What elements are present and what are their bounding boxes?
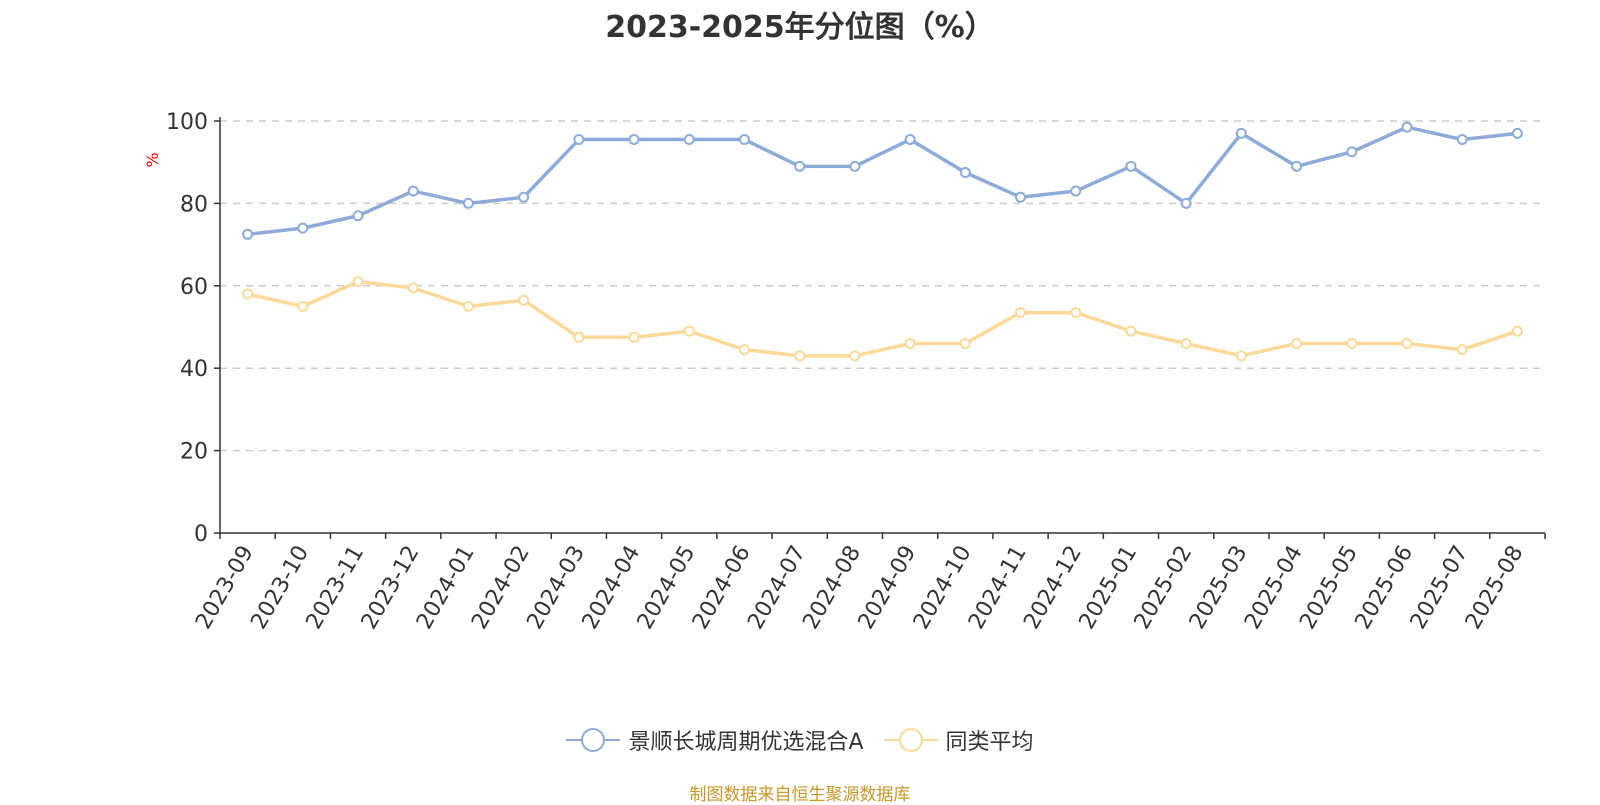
series-2-point-2023-10 (297, 300, 309, 312)
series-line-1 (247, 125, 1518, 237)
series-2-point-2024-04 (628, 331, 640, 343)
series-1-point-2023-12 (407, 185, 419, 197)
series-1-point-2025-07 (1456, 134, 1468, 146)
series-2-point-2025-06 (1401, 337, 1413, 349)
source-note: 制图数据来自恒生聚源数据库 (689, 785, 911, 805)
series-2-point-2025-08 (1511, 325, 1523, 337)
series-2-point-2024-10 (959, 337, 971, 349)
series-2-point-2024-01 (462, 300, 474, 312)
series-1-point-2025-02 (1180, 197, 1192, 209)
series-2-point-2024-11 (1015, 307, 1027, 319)
series-1-point-2024-12 (1070, 185, 1082, 197)
series-2-point-2025-01 (1125, 325, 1137, 337)
series-2-point-2024-09 (904, 337, 916, 349)
series-1-point-2024-09 (904, 134, 916, 146)
series-2-point-2025-02 (1180, 337, 1192, 349)
series-2-point-2023-11 (352, 276, 364, 288)
series-1-point-2024-02 (518, 191, 530, 203)
series-2-point-2024-08 (849, 350, 861, 362)
legend-item-series-1[interactable]: 景顺长城周期优选混合A (566, 724, 864, 756)
series-1-point-2025-08 (1511, 127, 1523, 139)
y-tick-label-80: 80 (180, 192, 208, 217)
series-1-point-2025-03 (1235, 127, 1247, 139)
y-tick-label-40: 40 (180, 357, 208, 382)
legend-item-series-2[interactable]: 同类平均 (883, 724, 1034, 756)
series-1-point-2024-07 (794, 160, 806, 172)
series-1-point-2024-06 (738, 134, 750, 146)
series-2-point-2025-04 (1291, 337, 1303, 349)
legend-label-series-2: 同类平均 (945, 730, 1034, 755)
series-2-point-2023-12 (407, 282, 419, 294)
series-1-point-2023-10 (297, 222, 309, 234)
y-tick-label-0: 0 (194, 522, 208, 547)
series-1-point-2024-11 (1015, 191, 1027, 203)
series-2-point-2025-03 (1235, 350, 1247, 362)
series-1-point-2023-09 (242, 228, 254, 240)
series-1-point-2024-04 (628, 134, 640, 146)
y-tick-label-20: 20 (180, 440, 208, 465)
series-1-point-2024-10 (959, 167, 971, 178)
series-2-point-2025-07 (1456, 344, 1468, 356)
legend-swatch-series-1 (566, 728, 621, 752)
series-2-point-2024-02 (518, 294, 530, 306)
series-2-point-2023-09 (242, 288, 254, 300)
data-series (242, 121, 1523, 362)
grid-lines (220, 120, 1545, 452)
series-2-point-2024-12 (1070, 307, 1082, 319)
series-2-point-2024-03 (573, 331, 585, 343)
series-1-point-2025-01 (1125, 160, 1137, 172)
axes: 0204060801002023-092023-102023-112023-12… (166, 110, 1546, 634)
y-axis-label: % (143, 152, 162, 167)
legend: 景顺长城周期优选混合A 同类平均 (0, 720, 1600, 760)
series-2-point-2024-06 (738, 344, 750, 356)
series-1-point-2024-03 (573, 134, 585, 146)
y-tick-label-100: 100 (166, 110, 208, 135)
chart-title: 2023-2025年分位图（%） (605, 10, 995, 45)
series-1-point-2025-04 (1291, 160, 1303, 172)
y-tick-label-60: 60 (180, 275, 208, 300)
series-2-point-2024-07 (794, 350, 806, 362)
series-1-point-2024-01 (462, 197, 474, 209)
series-1-point-2024-05 (683, 134, 695, 146)
legend-label-series-1: 景顺长城周期优选混合A (628, 730, 864, 755)
series-line-2 (247, 279, 1518, 358)
legend-swatch-series-2 (883, 728, 938, 752)
series-1-point-2025-06 (1401, 121, 1413, 133)
series-1-point-2025-05 (1346, 146, 1358, 158)
series-2-point-2025-05 (1346, 337, 1358, 349)
series-2-point-2024-05 (683, 325, 695, 337)
series-1-point-2023-11 (352, 210, 364, 222)
series-1-point-2024-08 (849, 160, 861, 172)
